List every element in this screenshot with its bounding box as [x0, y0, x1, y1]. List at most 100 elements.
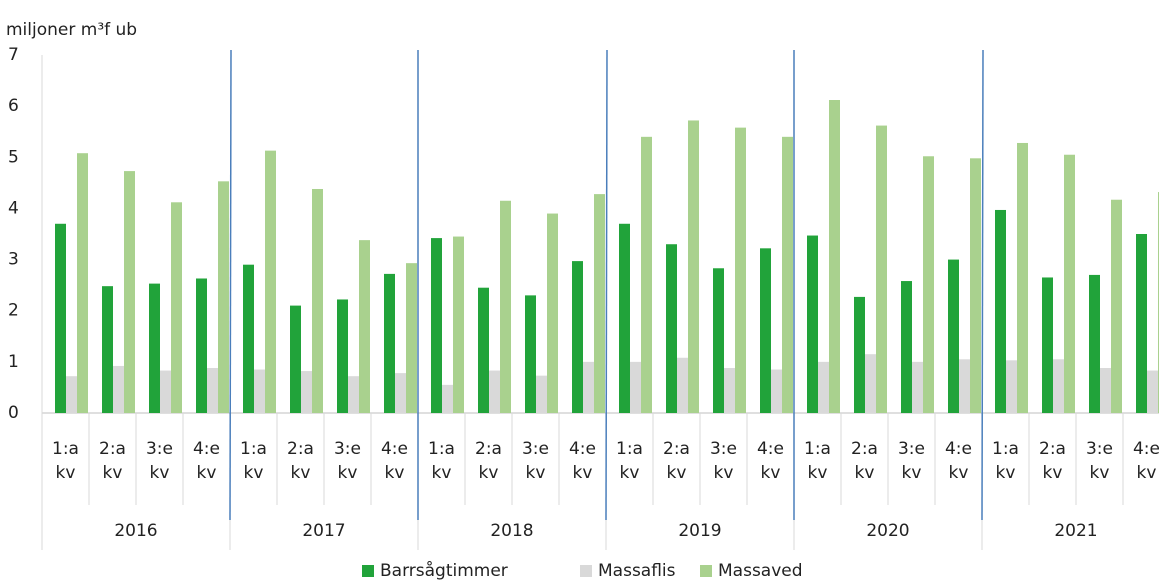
bar — [301, 371, 312, 413]
bar — [782, 136, 793, 414]
legend-label: Massaved — [718, 561, 803, 581]
bar — [312, 188, 323, 413]
bar — [948, 259, 959, 413]
bar — [876, 125, 887, 413]
legend-swatch — [700, 565, 712, 577]
y-tick-label: 3 — [8, 250, 19, 270]
year-divider — [605, 49, 608, 521]
bar — [124, 171, 135, 413]
x-tick-label: 2:a kv — [99, 439, 126, 483]
bar — [290, 305, 301, 413]
y-tick-label: 0 — [8, 403, 19, 423]
bar — [254, 369, 265, 413]
bar — [1006, 360, 1017, 413]
bar — [583, 361, 594, 413]
bar — [359, 240, 370, 413]
x-tick-label: 1:a kv — [992, 439, 1019, 483]
group-label: 2020 — [866, 521, 909, 541]
bar — [1089, 274, 1100, 413]
group-label: 2016 — [114, 521, 157, 541]
bar — [959, 359, 970, 413]
x-tick-label: 1:a kv — [616, 439, 643, 483]
x-tick-label: 1:a kv — [240, 439, 267, 483]
bar — [923, 156, 934, 413]
bar — [1064, 154, 1075, 413]
bar — [829, 100, 840, 414]
bar — [66, 376, 77, 413]
bar — [771, 369, 782, 413]
bar — [619, 223, 630, 413]
legend-label: Massaflis — [598, 561, 676, 581]
group-label: 2018 — [490, 521, 533, 541]
bar — [243, 264, 254, 413]
x-tick-label: 4:e kv — [380, 439, 408, 483]
bar — [547, 213, 558, 413]
bar — [160, 370, 171, 413]
bar — [970, 158, 981, 413]
bar — [995, 209, 1006, 413]
bar — [337, 299, 348, 413]
legend-item: Massaflis — [580, 561, 676, 581]
bar — [218, 181, 229, 413]
y-tick-label: 2 — [8, 301, 19, 321]
x-tick-label: 3:e kv — [897, 439, 925, 483]
bar — [594, 194, 605, 413]
y-axis-label: miljoner m³f ub — [6, 20, 137, 40]
bar — [431, 238, 442, 413]
bar — [1111, 199, 1122, 413]
bar — [500, 200, 511, 413]
x-tick-label: 3:e kv — [333, 439, 361, 483]
bar — [818, 361, 829, 413]
bar — [713, 268, 724, 413]
bar — [265, 150, 276, 413]
bar — [865, 354, 876, 413]
bar — [901, 281, 912, 413]
bar — [630, 361, 641, 413]
bar — [55, 223, 66, 413]
x-tick-label: 3:e kv — [521, 439, 549, 483]
y-tick-label: 7 — [8, 45, 19, 65]
legend-item: Massaved — [700, 561, 803, 581]
bar — [1100, 367, 1111, 413]
x-tick-label: 2:a kv — [1039, 439, 1066, 483]
bar — [1147, 370, 1158, 413]
x-tick-label: 2:a kv — [475, 439, 502, 483]
x-tick-label: 2:a kv — [663, 439, 690, 483]
x-tick-label: 4:e kv — [192, 439, 220, 483]
group-label: 2019 — [678, 521, 721, 541]
x-tick-label: 1:a kv — [52, 439, 79, 483]
bar — [384, 273, 395, 413]
bar — [348, 376, 359, 413]
bar — [102, 286, 113, 413]
group-label: 2017 — [302, 521, 345, 541]
x-tick-label: 4:e kv — [568, 439, 596, 483]
bar — [1042, 277, 1053, 413]
bar — [395, 373, 406, 413]
y-tick-label: 6 — [8, 96, 19, 116]
bar — [1053, 359, 1064, 413]
bar — [688, 120, 699, 413]
bar — [807, 235, 818, 413]
bar — [171, 202, 182, 413]
y-tick-label: 5 — [8, 147, 19, 167]
bar — [489, 370, 500, 413]
bar — [453, 236, 464, 413]
group-label: 2021 — [1054, 521, 1097, 541]
x-tick-label: 2:a kv — [287, 439, 314, 483]
bar — [912, 361, 923, 413]
x-tick-label: 4:e kv — [1132, 439, 1159, 483]
bar — [113, 365, 124, 413]
year-divider — [229, 49, 232, 521]
bar — [77, 153, 88, 414]
x-tick-label: 3:e kv — [1085, 439, 1113, 483]
bar — [735, 127, 746, 413]
x-tick-label: 4:e kv — [944, 439, 972, 483]
bar — [478, 287, 489, 413]
legend-item: Barrsågtimmer — [362, 561, 508, 581]
bar — [641, 136, 652, 414]
bar — [666, 244, 677, 413]
bar — [525, 295, 536, 413]
bar — [1136, 234, 1147, 413]
